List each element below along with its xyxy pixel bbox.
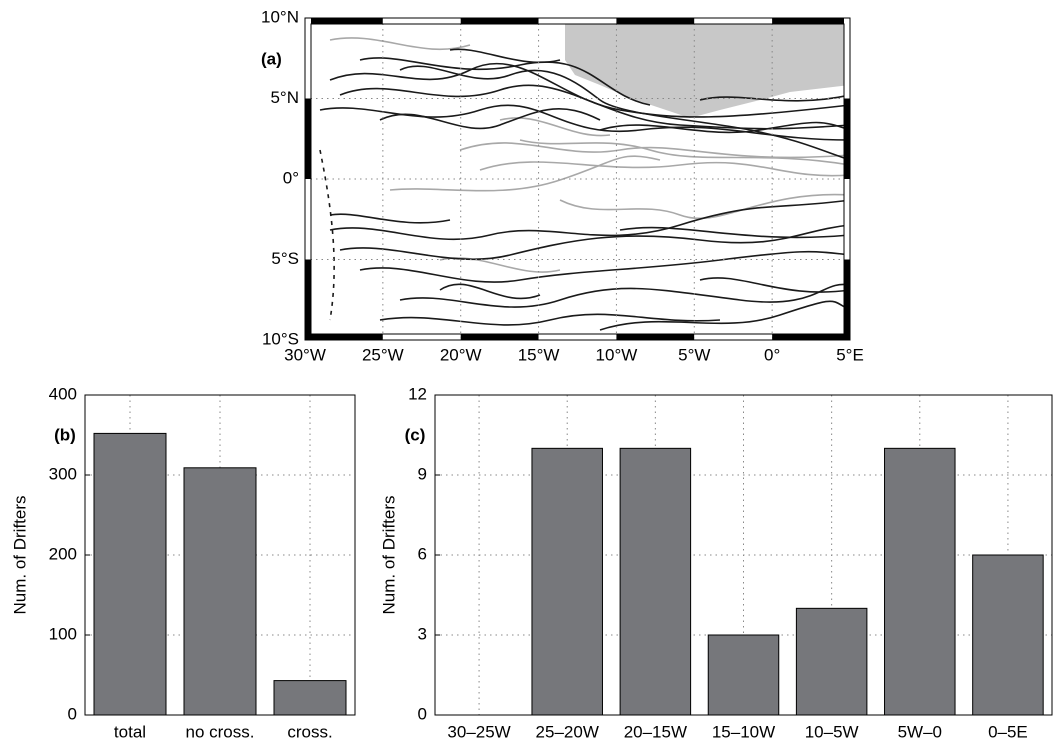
bar xyxy=(93,432,167,716)
x-tick-label: 15°W xyxy=(518,345,560,364)
y-tick-label: 200 xyxy=(49,544,77,563)
bar xyxy=(531,447,603,716)
frame-stripe xyxy=(538,18,617,24)
bar xyxy=(707,634,780,716)
y-tick-label: 0° xyxy=(283,168,299,187)
frame-stripe xyxy=(305,18,311,99)
frame-stripe xyxy=(460,334,539,340)
axes-box xyxy=(84,394,356,716)
x-tick-label: 5°E xyxy=(836,345,864,364)
x-tick-label: cross. xyxy=(287,722,332,741)
x-tick-label: 30°W xyxy=(284,345,326,364)
panel-label: (b) xyxy=(54,425,76,444)
frame xyxy=(310,23,845,335)
x-tick-label: 30–25W xyxy=(447,722,510,741)
y-tick-label: 300 xyxy=(49,464,77,483)
panel-label: (a) xyxy=(261,49,282,68)
bar xyxy=(795,607,868,716)
frame-stripe xyxy=(772,18,850,24)
x-tick-label: 5W–0 xyxy=(898,722,942,741)
panel-label: (c) xyxy=(405,425,426,444)
y-tick-label: 5°S xyxy=(271,249,299,268)
bar xyxy=(273,680,347,716)
y-axis-label: Num. of Drifters xyxy=(10,495,29,614)
frame-stripe xyxy=(382,334,461,340)
frame-stripe xyxy=(844,179,850,260)
x-tick-label: 0° xyxy=(764,345,780,364)
y-tick-label: 10°N xyxy=(261,7,299,26)
frame-stripe xyxy=(616,18,695,24)
x-tick-label: total xyxy=(114,722,146,741)
frame-stripe xyxy=(772,334,850,340)
bar xyxy=(972,554,1044,716)
frame-stripe xyxy=(305,334,383,340)
y-tick-label: 12 xyxy=(408,384,427,403)
x-tick-label: 20°W xyxy=(440,345,482,364)
x-tick-label: 0–5E xyxy=(988,722,1028,741)
x-tick-label: 25°W xyxy=(362,345,404,364)
x-tick-label: 10–5W xyxy=(805,722,859,741)
frame-stripe xyxy=(305,18,383,24)
frame-stripe xyxy=(844,98,850,179)
y-tick-label: 5°N xyxy=(270,88,299,107)
drifter-tracks xyxy=(319,18,850,331)
y-tick-label: 400 xyxy=(49,384,77,403)
frame-stripe xyxy=(305,98,311,179)
frame-stripe xyxy=(538,334,617,340)
x-tick-label: 15–10W xyxy=(712,722,775,741)
y-tick-label: 10°S xyxy=(262,329,299,348)
frame-stripe xyxy=(305,259,311,340)
bar xyxy=(183,467,257,716)
x-tick-label: 20–15W xyxy=(624,722,687,741)
frame-stripe xyxy=(305,179,311,260)
y-tick-label: 3 xyxy=(418,624,427,643)
non-crossing-tracks xyxy=(319,48,850,331)
frame-stripe xyxy=(382,18,461,24)
axes-box xyxy=(434,394,1053,716)
bar xyxy=(619,447,692,716)
frame-stripe xyxy=(844,259,850,340)
y-tick-label: 100 xyxy=(49,624,77,643)
y-axis-label: Num. of Drifters xyxy=(379,495,398,614)
y-tick-label: 6 xyxy=(418,544,427,563)
frame-stripe xyxy=(616,334,695,340)
x-tick-label: 25–20W xyxy=(536,722,599,741)
frame-stripe xyxy=(460,18,539,24)
frame-stripe xyxy=(694,18,773,24)
frame-stripe xyxy=(694,334,773,340)
y-tick-label: 0 xyxy=(68,704,77,723)
frame-stripe xyxy=(844,18,850,99)
x-tick-label: 5°W xyxy=(678,345,710,364)
x-tick-label: 10°W xyxy=(596,345,638,364)
y-tick-label: 9 xyxy=(418,464,427,483)
y-tick-label: 0 xyxy=(418,704,427,723)
x-tick-label: no cross. xyxy=(186,722,255,741)
frame xyxy=(304,17,851,341)
land xyxy=(565,18,850,118)
bar xyxy=(884,447,956,716)
